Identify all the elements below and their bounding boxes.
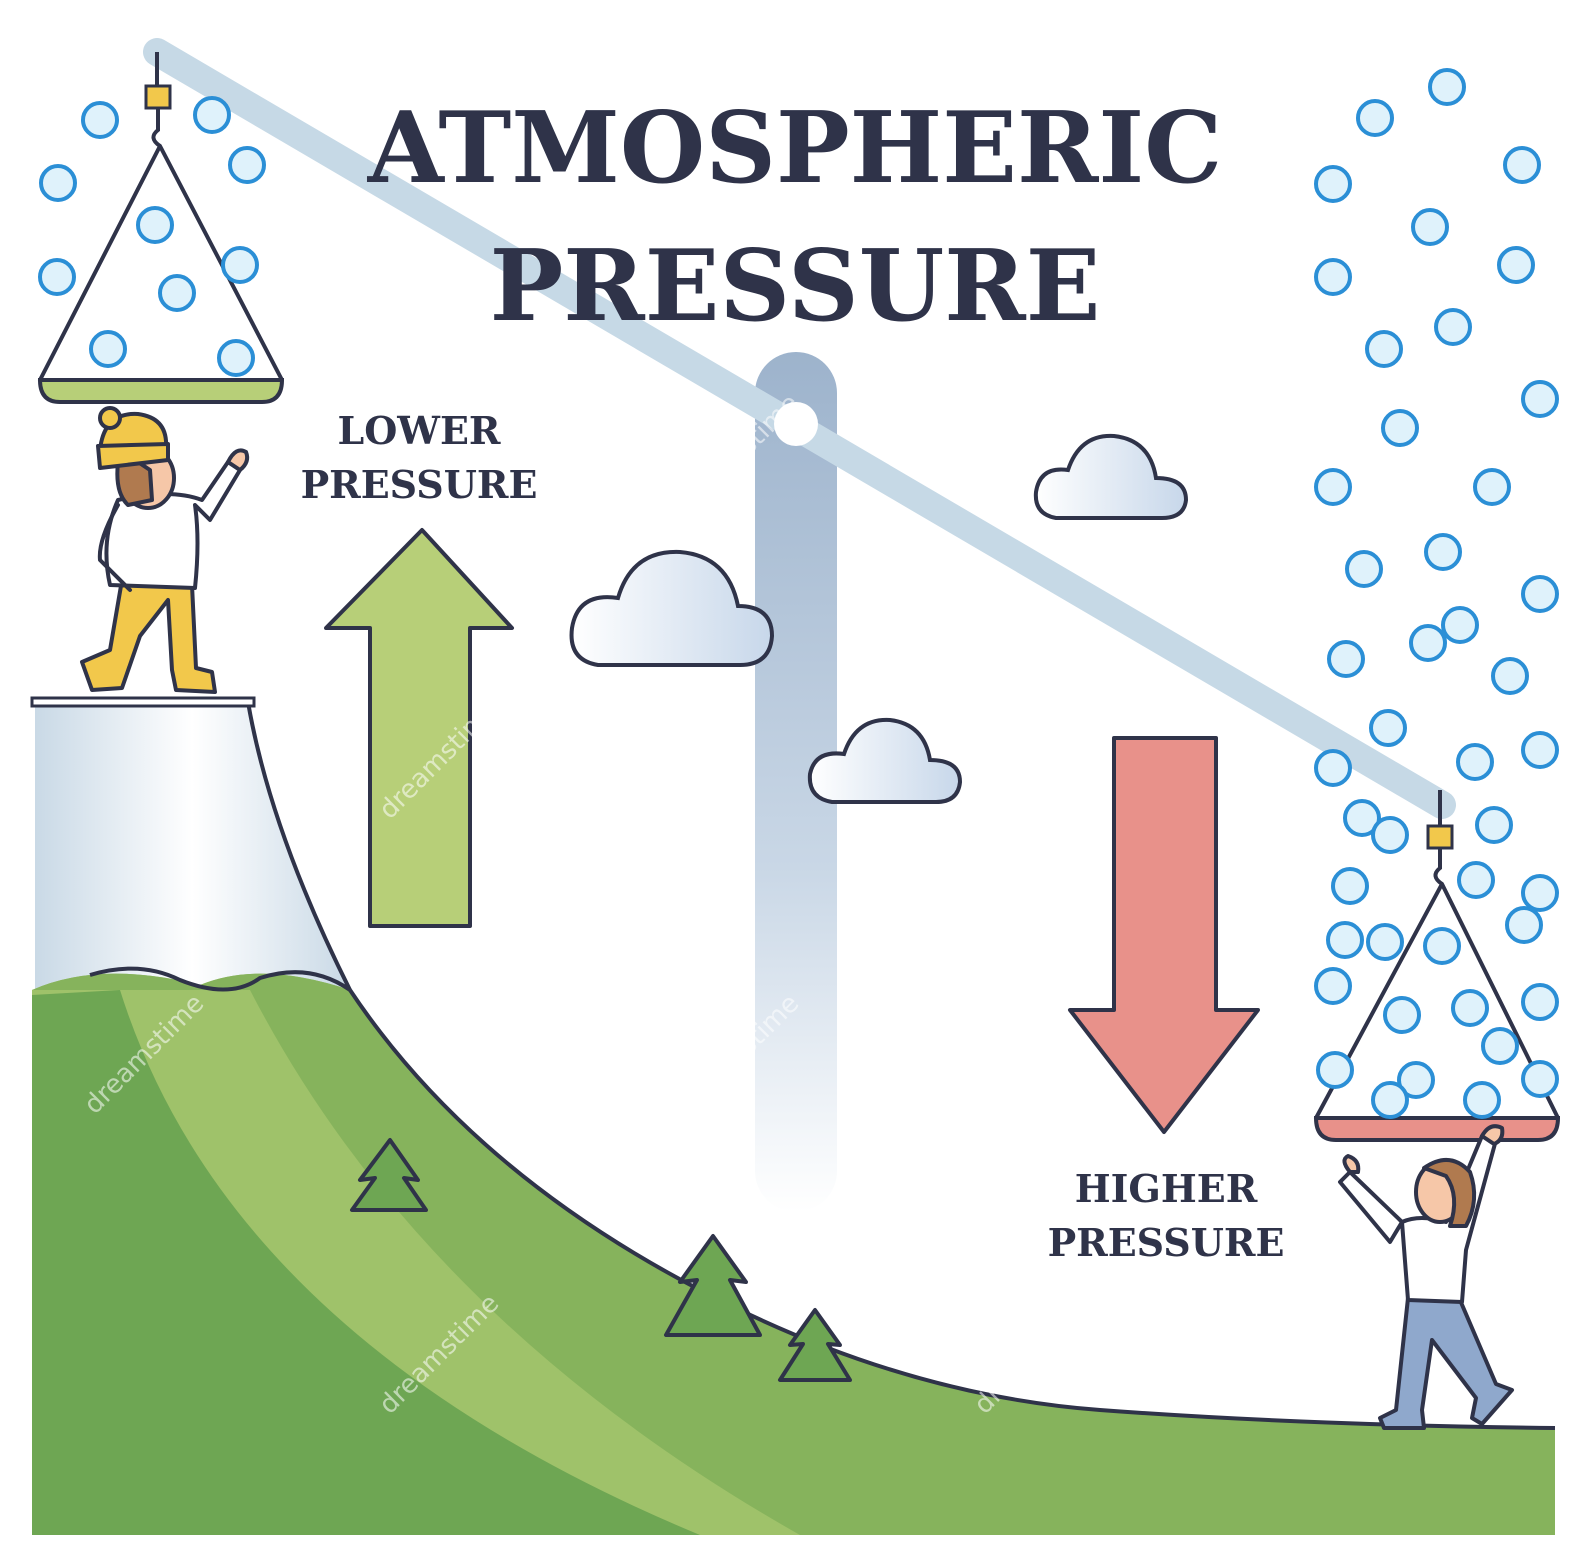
person-holding-weight bbox=[1338, 1124, 1514, 1430]
air-molecule-icon bbox=[1473, 468, 1511, 506]
air-molecule-icon bbox=[1428, 68, 1466, 106]
left-weight bbox=[37, 52, 285, 404]
air-molecule-icon bbox=[1314, 468, 1352, 506]
air-molecule-icon bbox=[1424, 533, 1462, 571]
right-weight bbox=[1313, 790, 1561, 1142]
air-molecule-icon bbox=[1521, 731, 1559, 769]
air-molecule-icon bbox=[1475, 806, 1513, 844]
air-molecule-icon bbox=[1314, 749, 1352, 787]
higher-pressure-label-line-2: PRESSURE bbox=[1048, 1220, 1285, 1265]
air-molecule-icon bbox=[1326, 921, 1364, 959]
air-molecule-icon bbox=[1451, 989, 1489, 1027]
air-molecule-icon bbox=[1345, 550, 1383, 588]
air-molecule-icon bbox=[1521, 983, 1559, 1021]
air-molecule-icon bbox=[81, 101, 119, 139]
air-molecule-icon bbox=[1505, 906, 1543, 944]
air-molecule-icon bbox=[1456, 743, 1494, 781]
title-line-1: ATMOSPHERIC bbox=[367, 91, 1223, 206]
air-molecule-icon bbox=[217, 339, 255, 377]
hill bbox=[32, 966, 1556, 1535]
air-molecule-icon bbox=[1423, 927, 1461, 965]
beam-pivot bbox=[774, 402, 818, 446]
air-molecule-icon bbox=[1521, 380, 1559, 418]
air-molecule-icon bbox=[1383, 996, 1421, 1034]
air-molecule-icon bbox=[1356, 99, 1394, 137]
pine-tree-icon bbox=[350, 1138, 428, 1212]
air-molecule-icon bbox=[1314, 967, 1352, 1005]
air-molecule-icon bbox=[38, 258, 76, 296]
lower-pressure-label-line-1: LOWER bbox=[337, 408, 500, 453]
cloud-icon bbox=[1033, 433, 1189, 520]
air-molecule-icon bbox=[136, 206, 174, 244]
title-line-2: PRESSURE bbox=[490, 229, 1101, 344]
air-molecule-icon bbox=[1314, 165, 1352, 203]
air-molecule-icon bbox=[1343, 799, 1381, 837]
air-molecule-icon bbox=[228, 146, 266, 184]
air-molecule-icon bbox=[89, 330, 127, 368]
arrow-up-icon bbox=[324, 528, 514, 928]
lower-pressure-label-line-2: PRESSURE bbox=[301, 462, 538, 507]
air-molecule-icon bbox=[1327, 640, 1365, 678]
air-molecule-icon bbox=[1371, 1081, 1409, 1119]
air-molecule-icon bbox=[1481, 1027, 1519, 1065]
pine-tree-icon bbox=[778, 1308, 852, 1382]
arrow-down-icon bbox=[1068, 736, 1260, 1134]
watermark-text: dreamstime bbox=[969, 694, 1101, 826]
air-molecule-icon bbox=[1316, 1051, 1354, 1089]
air-molecule-icon bbox=[1521, 1060, 1559, 1098]
air-molecule-icon bbox=[1491, 657, 1529, 695]
air-molecules bbox=[38, 68, 1559, 1119]
cloud-icon bbox=[569, 549, 775, 667]
higher-pressure-label-line-1: HIGHER bbox=[1075, 1166, 1258, 1211]
cloud-icon bbox=[807, 717, 963, 804]
air-molecule-icon bbox=[1314, 258, 1352, 296]
air-molecule-icon bbox=[1331, 867, 1369, 905]
air-molecule-icon bbox=[1381, 409, 1419, 447]
air-molecule-icon bbox=[1497, 246, 1535, 284]
air-molecule-icon bbox=[1521, 874, 1559, 912]
air-molecule-icon bbox=[158, 274, 196, 312]
air-molecule-icon bbox=[1441, 606, 1479, 644]
air-molecule-icon bbox=[1411, 208, 1449, 246]
air-molecule-icon bbox=[1463, 1081, 1501, 1119]
person-on-cliff bbox=[80, 406, 250, 694]
air-molecule-icon bbox=[1521, 575, 1559, 613]
air-molecule-icon bbox=[1409, 624, 1447, 662]
air-molecule-icon bbox=[1397, 1061, 1435, 1099]
air-molecule-icon bbox=[1371, 816, 1409, 854]
air-molecule-icon bbox=[1503, 146, 1541, 184]
watermark-text: dreamstime bbox=[969, 1289, 1101, 1421]
pivot-pole bbox=[755, 352, 837, 1212]
air-molecule-icon bbox=[1457, 861, 1495, 899]
air-molecule-icon bbox=[221, 246, 259, 284]
air-molecule-icon bbox=[1434, 308, 1472, 346]
air-molecule-icon bbox=[39, 164, 77, 202]
air-molecule-icon bbox=[1365, 330, 1403, 368]
air-molecule-icon bbox=[1369, 709, 1407, 747]
air-molecule-icon bbox=[193, 96, 231, 134]
pine-tree-icon bbox=[664, 1234, 762, 1337]
cliff bbox=[30, 696, 352, 991]
air-molecule-icon bbox=[1366, 923, 1404, 961]
